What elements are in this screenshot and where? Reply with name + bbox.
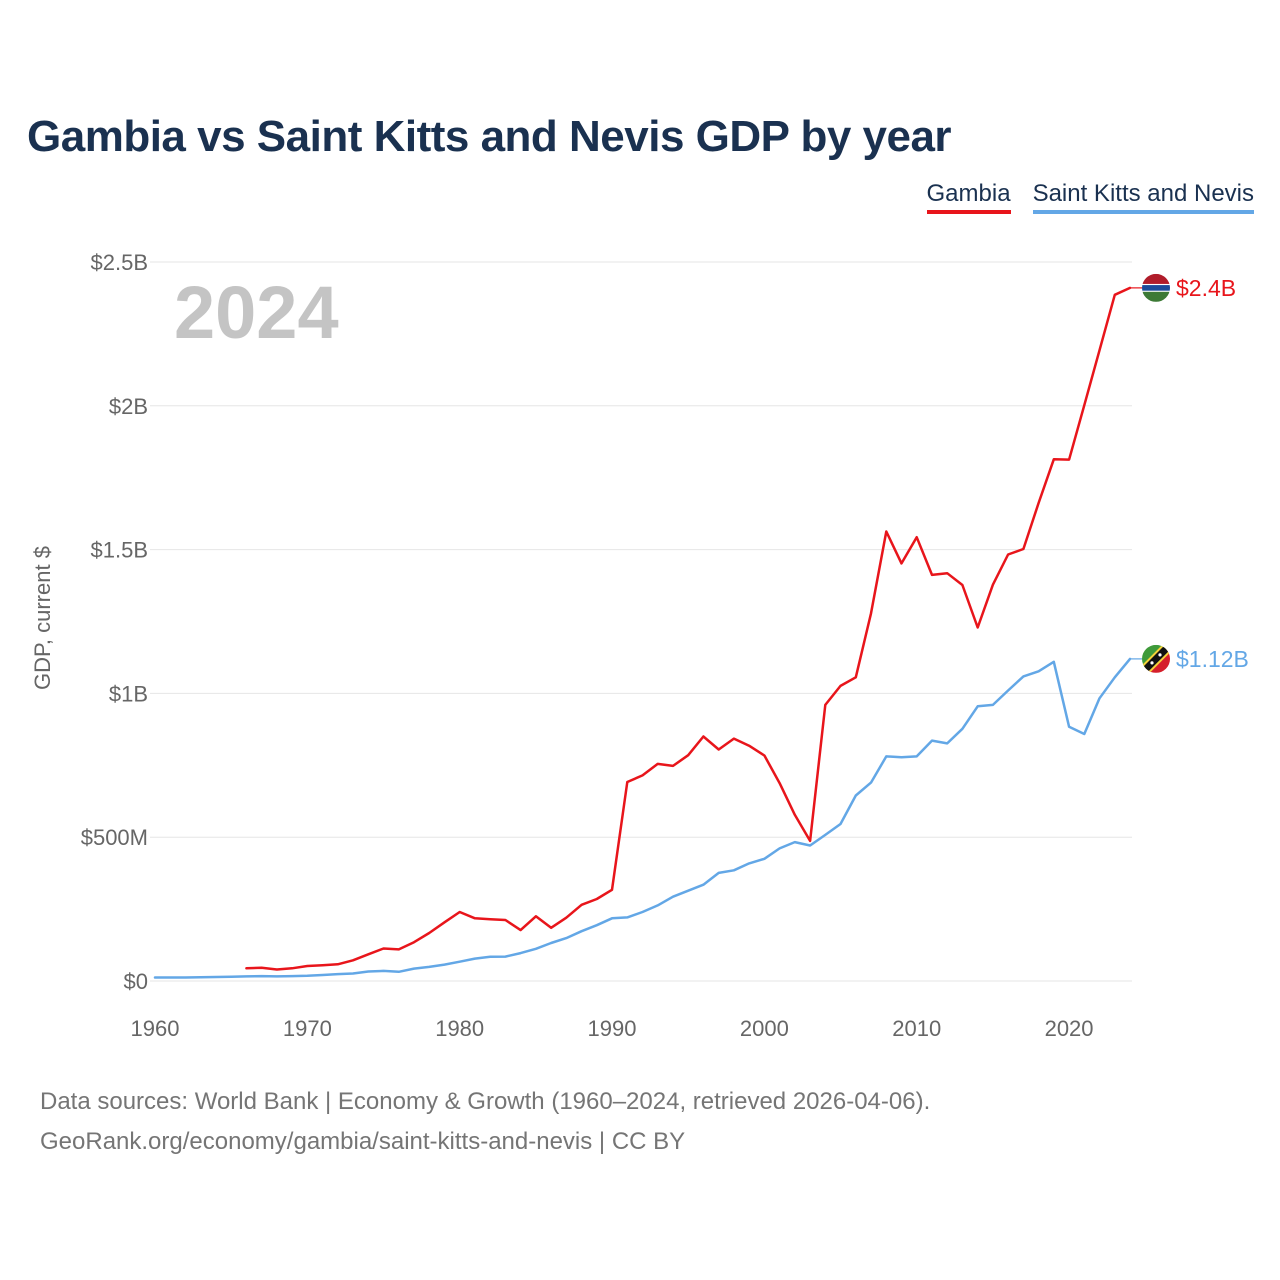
legend: Gambia Saint Kitts and Nevis bbox=[926, 180, 1254, 214]
chart-title: Gambia vs Saint Kitts and Nevis GDP by y… bbox=[27, 112, 952, 161]
legend-item-saint-kitts-and-nevis[interactable]: Saint Kitts and Nevis bbox=[1032, 180, 1254, 214]
end-value-label: $1.12B bbox=[1176, 646, 1249, 672]
footer-sources: Data sources: World Bank | Economy & Gro… bbox=[40, 1088, 931, 1115]
y-axis-title: GDP, current $ bbox=[30, 546, 55, 690]
y-tick-label: $2B bbox=[109, 394, 148, 419]
x-tick-label: 2000 bbox=[740, 1016, 789, 1041]
x-tick-label: 2010 bbox=[892, 1016, 941, 1041]
gridlines bbox=[150, 261, 1132, 982]
x-axis: 1960 1970 1980 1990 2000 2010 2020 bbox=[131, 1016, 1094, 1041]
y-tick-label: $500M bbox=[81, 825, 148, 850]
end-labels: $2.4B $1.12B bbox=[1130, 273, 1249, 673]
series-line-saint-kitts-and-nevis bbox=[153, 657, 1132, 979]
end-value-label: $2.4B bbox=[1176, 275, 1236, 301]
gambia-flag-icon bbox=[1142, 273, 1170, 302]
chart-plot: $0 $500M $1B $1.5B $2B $2.5B 1960 1970 1980 1990… bbox=[30, 250, 1249, 1041]
y-tick-label: $1B bbox=[109, 681, 148, 706]
series-lines bbox=[153, 286, 1132, 979]
x-tick-label: 2020 bbox=[1045, 1016, 1094, 1041]
y-tick-label: $1.5B bbox=[91, 538, 149, 563]
x-tick-label: 1970 bbox=[283, 1016, 332, 1041]
x-tick-label: 1980 bbox=[435, 1016, 484, 1041]
x-tick-label: 1990 bbox=[588, 1016, 637, 1041]
y-tick-label: $2.5B bbox=[91, 250, 149, 275]
series-line-gambia bbox=[245, 286, 1132, 971]
saint-kitts-and-nevis-flag-icon bbox=[1142, 644, 1170, 673]
y-tick-label: $0 bbox=[124, 969, 148, 994]
footer: Data sources: World Bank | Economy & Gro… bbox=[40, 1082, 930, 1162]
y-axis: $0 $500M $1B $1.5B $2B $2.5B bbox=[81, 250, 148, 994]
x-tick-label: 1960 bbox=[131, 1016, 180, 1041]
footer-credit: GeoRank.org/economy/gambia/saint-kitts-a… bbox=[40, 1128, 686, 1155]
legend-item-gambia[interactable]: Gambia bbox=[926, 180, 1011, 214]
year-watermark: 2024 bbox=[174, 271, 339, 354]
